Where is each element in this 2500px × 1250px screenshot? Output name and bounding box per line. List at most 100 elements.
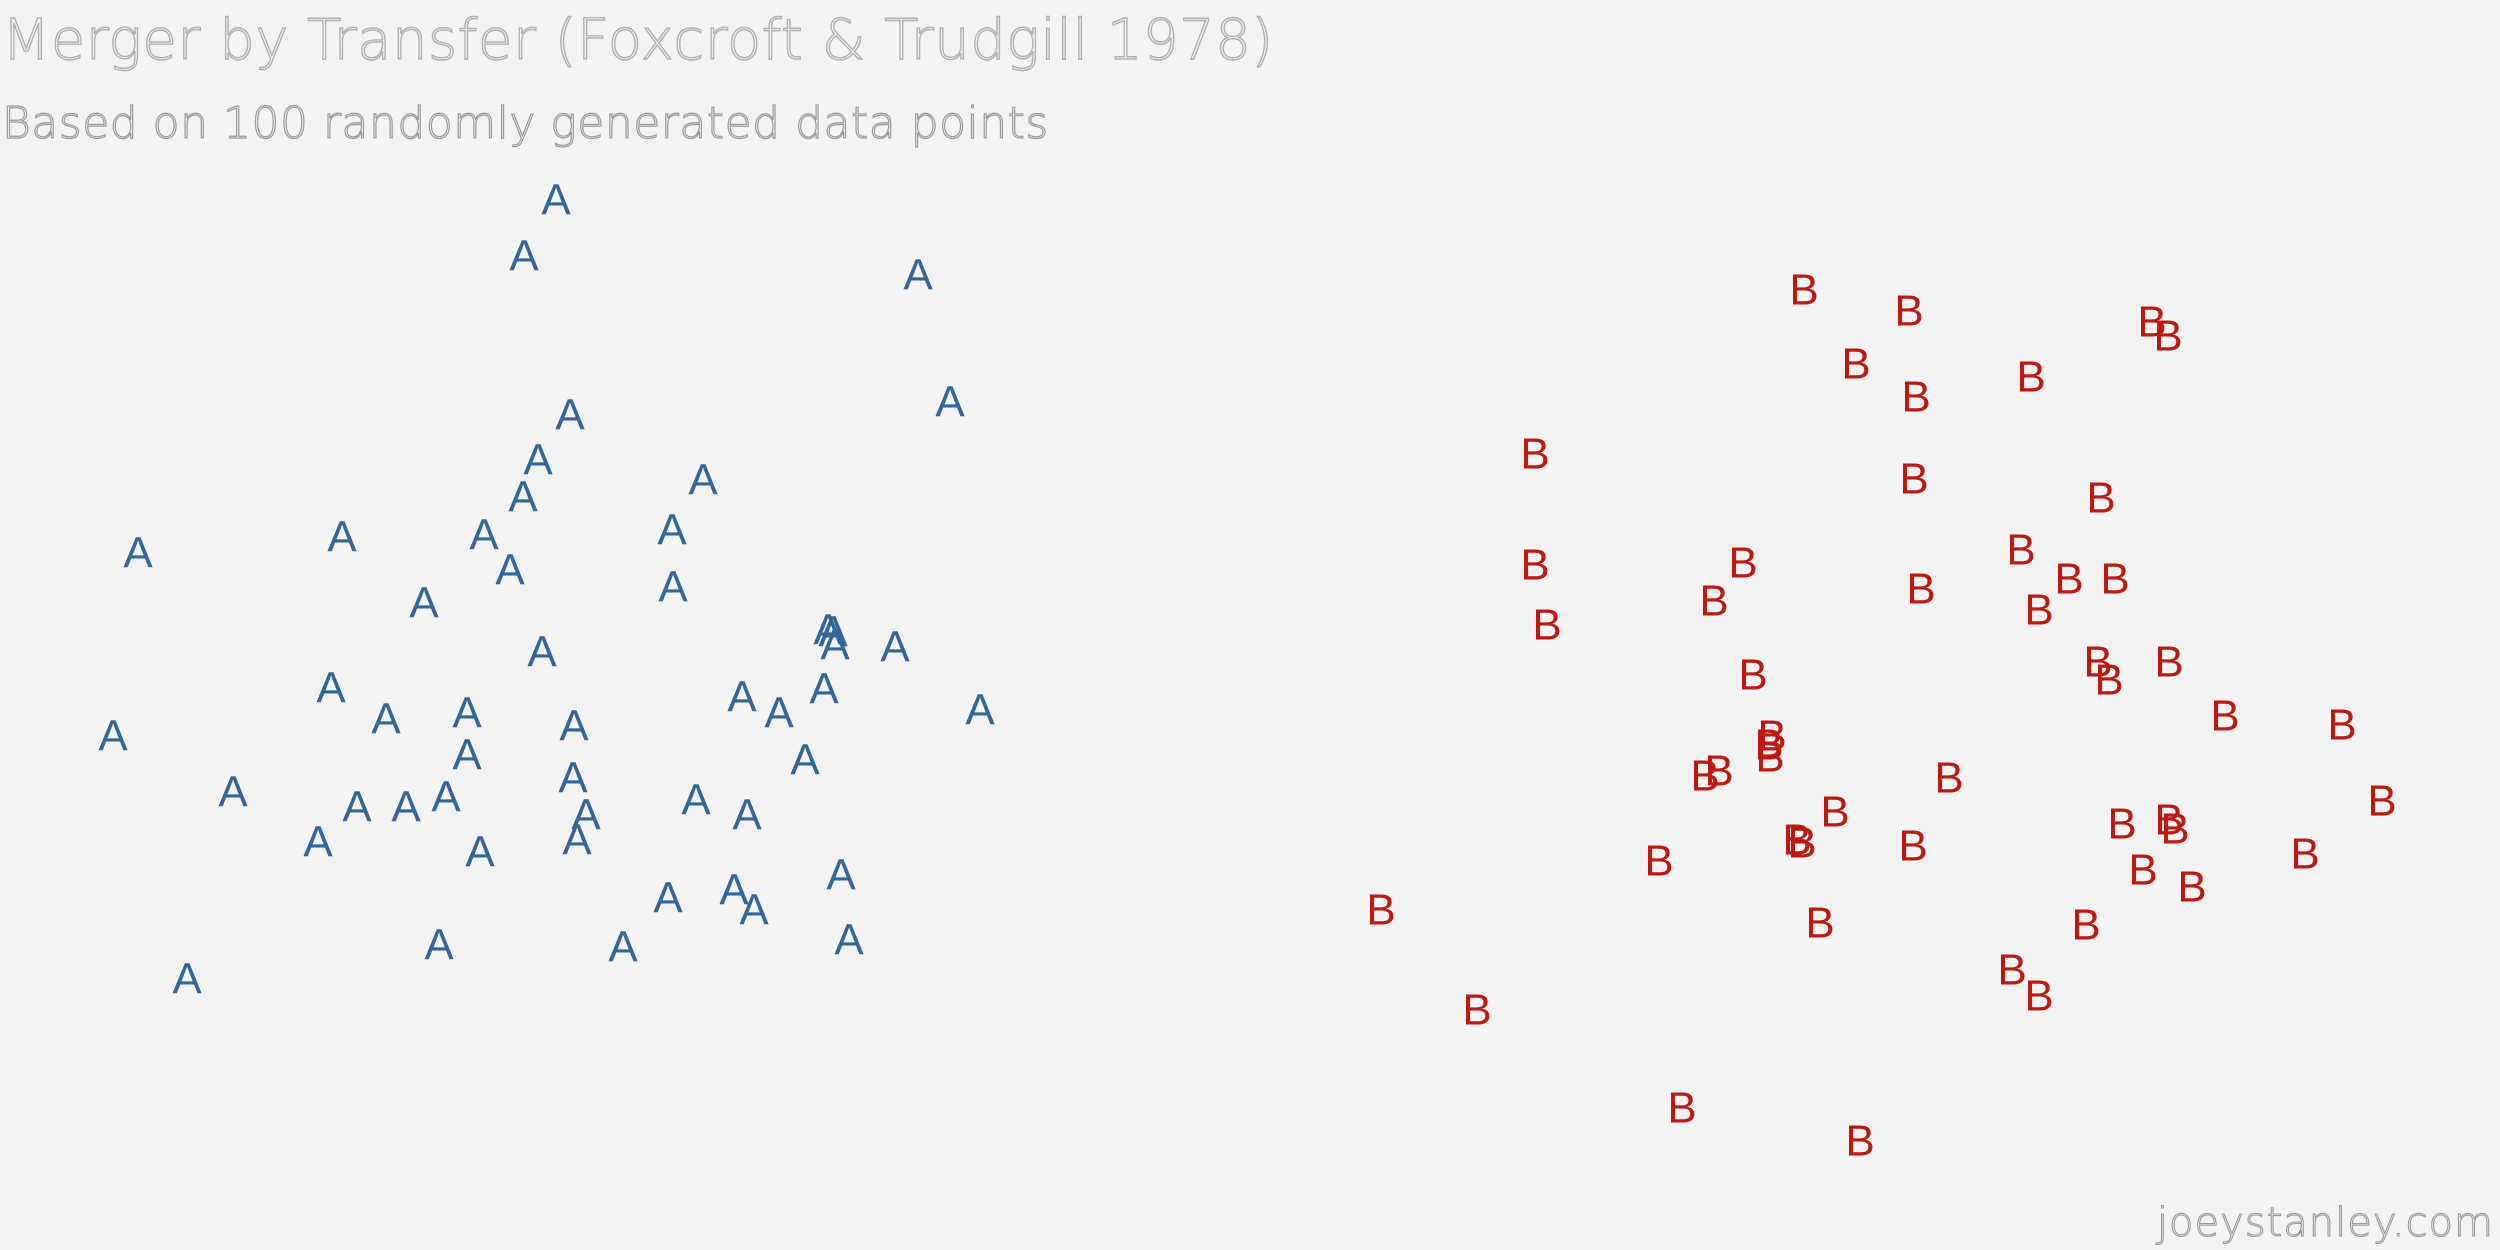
- point-B-22: B: [1738, 651, 1767, 700]
- point-A-25: A: [559, 702, 589, 751]
- point-B-45: B: [1366, 886, 1395, 935]
- point-B-29: B: [1690, 752, 1719, 801]
- point-A-29: A: [965, 686, 995, 735]
- point-B-38: B: [1898, 822, 1927, 871]
- point-B-44: B: [2071, 901, 2100, 950]
- point-A-9: A: [123, 529, 153, 578]
- point-A-16: A: [527, 628, 557, 677]
- point-A-48: A: [834, 916, 864, 965]
- point-B-2: B: [2137, 298, 2166, 347]
- point-B-19: B: [2083, 638, 2112, 687]
- point-B-36: B: [2160, 805, 2189, 854]
- point-A-15: A: [813, 606, 843, 655]
- point-B-6: B: [1901, 373, 1930, 422]
- point-A-42: A: [826, 851, 856, 900]
- point-B-37: B: [1782, 816, 1811, 865]
- point-A-3: A: [935, 378, 965, 427]
- point-A-45: A: [719, 866, 749, 915]
- point-B-16: B: [2100, 555, 2129, 604]
- point-B-7: B: [1520, 430, 1549, 479]
- point-A-26: A: [764, 689, 794, 738]
- point-B-27: B: [1704, 747, 1733, 796]
- point-B-17: B: [2054, 555, 2083, 604]
- point-A-7: A: [508, 473, 538, 522]
- point-B-5: B: [2016, 353, 2045, 402]
- point-B-32: B: [1644, 837, 1673, 886]
- point-B-39: B: [1787, 819, 1816, 868]
- point-A-6: A: [688, 456, 718, 505]
- point-B-50: B: [1845, 1117, 1874, 1166]
- point-B-20: B: [2154, 638, 2183, 687]
- point-B-24: B: [2210, 692, 2239, 741]
- point-A-49: A: [172, 955, 202, 1004]
- point-A-32: A: [218, 768, 248, 817]
- point-A-33: A: [342, 783, 372, 832]
- point-A-18: A: [880, 623, 910, 672]
- point-B-8: B: [1899, 455, 1928, 504]
- chart-title: Merger by Transfer (Foxcroft & Trudgill …: [1, 7, 1274, 73]
- point-B-4: B: [1841, 340, 1870, 389]
- point-B-18: B: [2024, 586, 2053, 635]
- point-A-40: A: [303, 818, 333, 867]
- point-B-0: B: [1789, 266, 1818, 315]
- point-B-3: B: [2153, 312, 2182, 361]
- point-B-42: B: [2177, 863, 2206, 912]
- point-A-36: A: [681, 776, 711, 825]
- point-A-22: A: [316, 664, 346, 713]
- point-A-21: A: [809, 665, 839, 714]
- point-B-30: B: [1934, 754, 1963, 803]
- point-B-34: B: [2107, 800, 2136, 849]
- point-A-27: A: [98, 712, 128, 761]
- point-B-28: B: [1754, 721, 1783, 770]
- point-B-23: B: [1757, 712, 1786, 761]
- point-A-35: A: [431, 773, 461, 822]
- point-A-31: A: [790, 736, 820, 785]
- point-A-0: A: [541, 176, 571, 225]
- point-B-48: B: [2024, 972, 2053, 1021]
- point-A-37: A: [571, 791, 601, 840]
- point-B-31: B: [1820, 788, 1849, 837]
- point-B-43: B: [1805, 899, 1834, 948]
- point-B-21: B: [2094, 656, 2123, 705]
- point-B-47: B: [1997, 946, 2026, 995]
- point-A-24: A: [452, 689, 482, 738]
- point-B-26: B: [1755, 733, 1784, 782]
- point-B-49: B: [1667, 1084, 1696, 1133]
- point-A-30: A: [558, 754, 588, 803]
- point-A-17: A: [818, 608, 848, 657]
- point-A-11: A: [469, 511, 499, 560]
- point-A-28: A: [452, 731, 482, 780]
- point-A-43: A: [653, 874, 683, 923]
- point-A-12: A: [495, 546, 525, 595]
- point-B-10: B: [1520, 541, 1549, 590]
- point-A-5: A: [523, 436, 553, 485]
- point-A-34: A: [391, 783, 421, 832]
- point-A-41: A: [465, 828, 495, 877]
- point-A-2: A: [903, 251, 933, 300]
- point-A-38: A: [732, 791, 762, 840]
- point-B-9: B: [2086, 474, 2115, 523]
- point-A-47: A: [608, 923, 638, 972]
- point-A-8: A: [657, 506, 687, 555]
- point-B-46: B: [1462, 986, 1491, 1035]
- point-A-19: A: [820, 621, 850, 670]
- point-A-14: A: [409, 579, 439, 628]
- point-A-46: A: [424, 921, 454, 970]
- point-A-4: A: [555, 391, 585, 440]
- point-B-13: B: [1699, 577, 1728, 626]
- point-B-41: B: [2128, 846, 2157, 895]
- point-B-25: B: [2327, 701, 2356, 750]
- point-A-39: A: [562, 816, 592, 865]
- point-A-20: A: [727, 673, 757, 722]
- point-A-44: A: [739, 886, 769, 935]
- point-A-13: A: [658, 563, 688, 612]
- point-B-40: B: [2290, 830, 2319, 879]
- point-B-35: B: [2154, 796, 2183, 845]
- point-A-10: A: [327, 513, 357, 562]
- point-B-14: B: [1906, 565, 1935, 614]
- point-A-1: A: [509, 232, 539, 281]
- point-B-12: B: [2006, 526, 2035, 575]
- point-B-11: B: [1728, 539, 1757, 588]
